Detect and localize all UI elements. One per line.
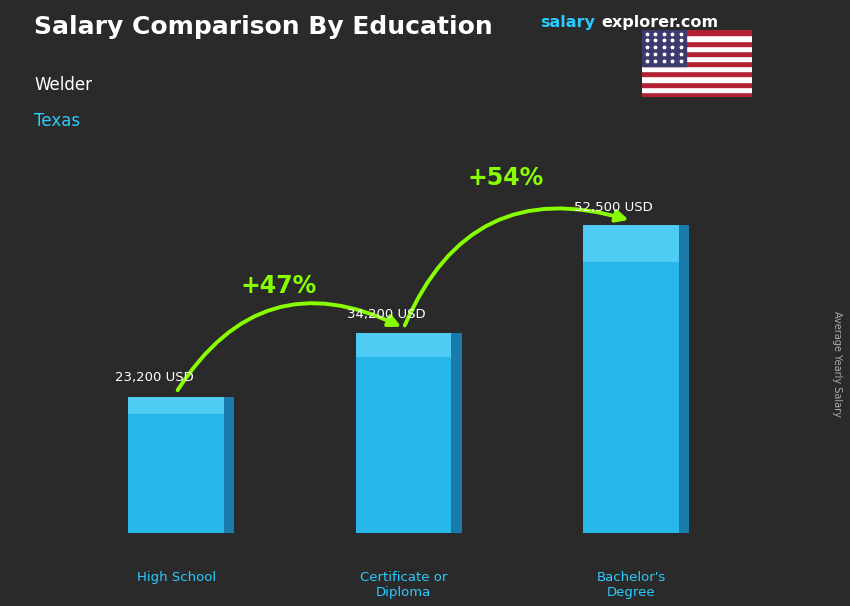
- Bar: [356, 333, 451, 357]
- Bar: [642, 45, 752, 51]
- Text: Bachelor's
Degree: Bachelor's Degree: [597, 571, 666, 599]
- Bar: [642, 92, 752, 97]
- Text: Welder: Welder: [34, 76, 92, 94]
- Bar: [642, 41, 752, 45]
- Bar: [128, 397, 224, 413]
- Text: salary: salary: [540, 15, 595, 30]
- Bar: [642, 82, 752, 87]
- Bar: [679, 225, 689, 533]
- Text: +54%: +54%: [468, 167, 544, 190]
- Bar: [642, 72, 752, 76]
- Bar: [642, 35, 752, 41]
- Bar: [642, 51, 752, 56]
- Text: explorer.com: explorer.com: [602, 15, 719, 30]
- Bar: [451, 333, 462, 533]
- Bar: [583, 225, 679, 533]
- Text: 34,200 USD: 34,200 USD: [347, 308, 425, 321]
- Bar: [356, 333, 451, 533]
- Bar: [642, 76, 752, 82]
- Text: 23,200 USD: 23,200 USD: [115, 371, 194, 384]
- Text: +47%: +47%: [241, 274, 317, 298]
- Text: High School: High School: [137, 571, 216, 584]
- Bar: [642, 56, 752, 61]
- Bar: [642, 66, 752, 72]
- Bar: [642, 30, 686, 66]
- Text: Average Yearly Salary: Average Yearly Salary: [832, 311, 842, 416]
- Bar: [128, 397, 224, 533]
- Text: Texas: Texas: [34, 112, 80, 130]
- Bar: [583, 225, 679, 262]
- Text: Certificate or
Diploma: Certificate or Diploma: [360, 571, 447, 599]
- Text: Salary Comparison By Education: Salary Comparison By Education: [34, 15, 493, 39]
- Text: 52,500 USD: 52,500 USD: [575, 201, 653, 214]
- Bar: [224, 397, 234, 533]
- Bar: [642, 61, 752, 66]
- Bar: [642, 87, 752, 92]
- Bar: [642, 30, 752, 35]
